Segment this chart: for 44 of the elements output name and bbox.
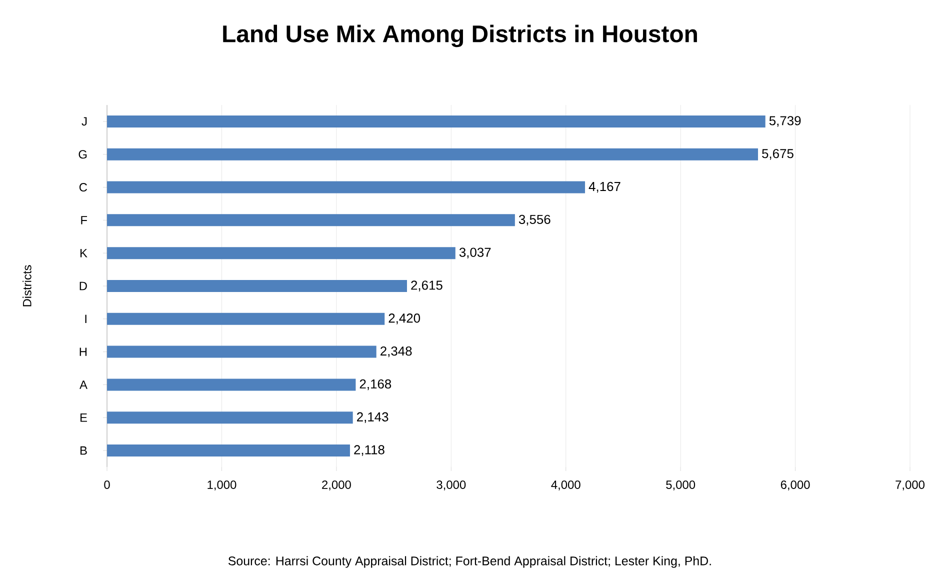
bar bbox=[107, 181, 586, 194]
bar bbox=[107, 444, 350, 457]
x-tick-label: 4,000 bbox=[551, 480, 580, 490]
x-tick-label: 7,000 bbox=[896, 480, 925, 490]
x-tick-label: 0 bbox=[104, 480, 110, 489]
data-label: 3,037 bbox=[459, 248, 491, 258]
data-label: 2,348 bbox=[380, 346, 412, 358]
data-label: 4,167 bbox=[588, 182, 620, 193]
x-tick-label: 3,000 bbox=[436, 480, 466, 490]
data-label: 3,556 bbox=[518, 214, 550, 226]
bar bbox=[107, 214, 515, 226]
x-tick-label: 2,000 bbox=[322, 480, 351, 490]
bar bbox=[107, 378, 356, 391]
x-tick-label: 1,000 bbox=[208, 480, 236, 490]
chart-title: Land Use Mix Among Districts in Houston bbox=[223, 24, 697, 48]
y-tick-label: J bbox=[82, 117, 87, 126]
bar bbox=[107, 312, 385, 325]
data-label: 2,168 bbox=[360, 379, 392, 390]
y-tick-label: C bbox=[79, 183, 88, 192]
bar bbox=[107, 247, 456, 260]
bar bbox=[107, 115, 766, 128]
data-label: 2,118 bbox=[354, 445, 384, 456]
y-tick-label: D bbox=[80, 282, 87, 290]
data-label: 5,739 bbox=[769, 116, 801, 127]
x-tick-label: 5,000 bbox=[666, 480, 696, 490]
data-label: 2,615 bbox=[411, 280, 442, 292]
y-tick-label: K bbox=[80, 248, 88, 258]
y-tick-label: I bbox=[85, 314, 86, 324]
y-tick-label: A bbox=[80, 380, 88, 389]
y-tick-label: H bbox=[80, 348, 87, 356]
y-tick-label: G bbox=[78, 150, 87, 159]
y-tick-label: F bbox=[81, 216, 88, 224]
bar bbox=[107, 148, 758, 160]
data-label: 2,420 bbox=[388, 314, 420, 324]
data-label: 5,675 bbox=[762, 149, 794, 160]
source-note: Source: Harrsi County Appraisal District; Fort-Bend Appraisal District; Lester King, PhD. bbox=[228, 556, 711, 568]
y-tick-label: E bbox=[80, 414, 87, 422]
y-tick-label: B bbox=[80, 446, 87, 455]
bar bbox=[107, 280, 407, 292]
y-axis-title: Districts bbox=[22, 265, 32, 306]
x-tick-label: 6,000 bbox=[780, 480, 810, 490]
bar bbox=[107, 412, 353, 424]
bar bbox=[107, 346, 376, 358]
data-label: 2,143 bbox=[357, 412, 388, 423]
